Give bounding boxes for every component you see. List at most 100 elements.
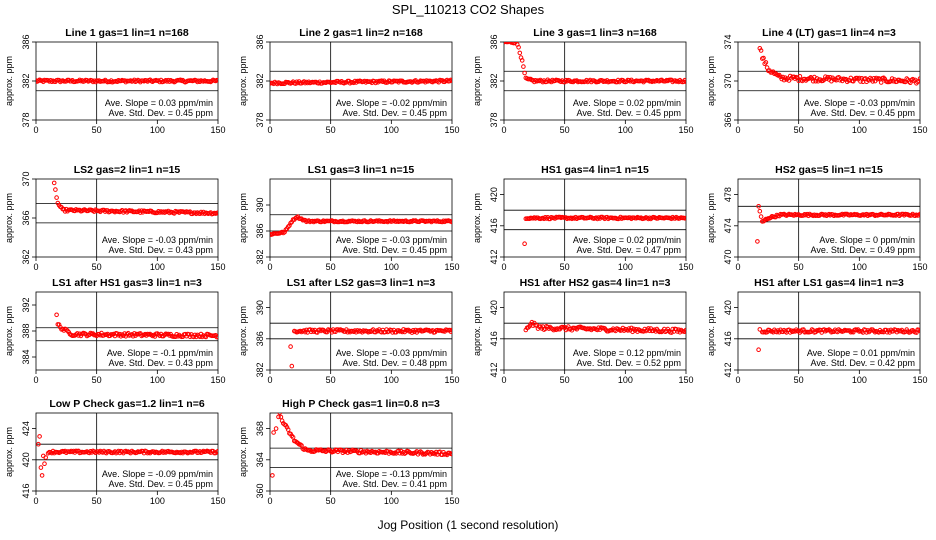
y-tick-label: 370 — [723, 73, 733, 88]
y-tick-label: 362 — [21, 249, 31, 264]
data-point — [755, 239, 760, 244]
panel-title: HS1 gas=4 lin=1 n=15 — [541, 164, 649, 176]
plot-frame — [269, 178, 453, 258]
stddev-annotation: Ave. Std. Dev. = 0.45 ppm — [109, 479, 213, 489]
data-point — [449, 327, 452, 333]
data-point — [283, 227, 289, 233]
x-tick-label: 100 — [150, 496, 165, 506]
x-tick-label: 100 — [852, 125, 867, 135]
x-tick-label: 0 — [501, 262, 506, 272]
data-point — [315, 330, 320, 335]
data-point — [290, 434, 296, 440]
y-axis-label: approx. ppm — [238, 306, 248, 356]
y-tick-label: 384 — [21, 349, 31, 364]
x-tick-label: 100 — [384, 496, 399, 506]
panel-title: LS1 gas=3 lin=1 n=15 — [308, 164, 415, 176]
y-axis-label: approx. ppm — [238, 56, 248, 106]
x-tick-label: 150 — [210, 375, 225, 385]
data-points — [54, 312, 218, 340]
data-point — [161, 333, 166, 339]
x-tick-label: 150 — [444, 496, 459, 506]
data-point — [409, 330, 415, 335]
stddev-annotation: Ave. Std. Dev. = 0.45 ppm — [343, 108, 447, 118]
y-tick-label: 416 — [489, 331, 499, 346]
x-tick-label: 0 — [33, 496, 38, 506]
panel-6: LS1 gas=3 lin=1 n=15 0 50 100 150 382 386 390 ap… — [238, 164, 460, 272]
data-point — [532, 320, 537, 326]
panel-title: Line 3 gas=1 lin=3 n=168 — [533, 27, 657, 39]
data-point — [762, 217, 768, 223]
y-axis-label: approx. ppm — [472, 306, 482, 356]
x-tick-label: 0 — [735, 125, 740, 135]
stddev-annotation: Ave. Std. Dev. = 0.45 ppm — [343, 245, 447, 255]
data-point — [863, 327, 868, 333]
panel-7: HS1 gas=4 lin=1 n=15 0 50 100 150 412 416 420 ap… — [472, 164, 694, 272]
data-point — [288, 344, 293, 349]
data-point — [186, 332, 192, 337]
y-tick-label: 368 — [255, 421, 265, 436]
x-tick-label: 150 — [444, 262, 459, 272]
slope-annotation: Ave. Slope = 0.01 ppm/min — [807, 348, 915, 358]
slope-annotation: Ave. Slope = 0 ppm/min — [819, 235, 915, 245]
data-point — [447, 78, 452, 84]
data-point — [916, 78, 920, 84]
y-axis-label: approx. ppm — [706, 193, 716, 243]
slope-annotation: Ave. Slope = 0.02 ppm/min — [573, 98, 681, 108]
y-tick-label: 386 — [489, 34, 499, 49]
data-point — [43, 455, 49, 460]
data-point — [38, 465, 44, 470]
x-tick-label: 100 — [150, 125, 165, 135]
y-tick-label: 382 — [255, 362, 265, 377]
y-axis-label: approx. ppm — [238, 193, 248, 243]
data-point — [215, 78, 218, 83]
data-point — [54, 195, 59, 200]
data-points — [288, 327, 452, 369]
x-tick-label: 100 — [618, 125, 633, 135]
panel-title: HS1 after LS1 gas=4 lin=1 n=3 — [754, 277, 904, 289]
data-points — [270, 214, 452, 237]
x-tick-label: 50 — [92, 496, 102, 506]
y-tick-label: 388 — [21, 323, 31, 338]
y-tick-label: 382 — [255, 73, 265, 88]
x-tick-label: 150 — [912, 375, 927, 385]
x-tick-label: 50 — [794, 262, 804, 272]
plot-frame — [737, 178, 921, 258]
slope-annotation: Ave. Slope = -0.03 ppm/min — [336, 235, 447, 245]
panel-title: LS1 after HS1 gas=3 lin=1 n=3 — [52, 277, 202, 289]
data-point — [449, 219, 452, 225]
y-tick-label: 366 — [723, 112, 733, 127]
data-point — [917, 328, 920, 334]
data-point — [270, 473, 275, 478]
data-points — [270, 77, 452, 87]
data-point — [682, 329, 686, 334]
y-tick-label: 360 — [255, 483, 265, 498]
y-tick-label: 478 — [723, 187, 733, 202]
data-point — [285, 427, 291, 432]
data-point — [827, 75, 833, 80]
slope-annotation: Ave. Slope = -0.03 ppm/min — [102, 235, 213, 245]
slope-annotation: Ave. Slope = -0.03 ppm/min — [336, 348, 447, 358]
data-point — [757, 208, 763, 214]
x-tick-label: 50 — [794, 125, 804, 135]
data-point — [53, 187, 58, 192]
y-tick-label: 370 — [21, 171, 31, 186]
data-point — [683, 327, 686, 333]
data-point — [882, 76, 888, 82]
panel-9: LS1 after HS1 gas=3 lin=1 n=3 0 50 100 150 38… — [4, 277, 226, 385]
x-tick-label: 150 — [678, 125, 693, 135]
data-points — [756, 327, 920, 353]
y-tick-label: 378 — [255, 112, 265, 127]
data-point — [77, 77, 82, 83]
data-point — [878, 80, 884, 85]
stddev-annotation: Ave. Std. Dev. = 0.45 ppm — [811, 108, 915, 118]
panel-title: Low P Check gas=1.2 lin=1 n=6 — [49, 398, 204, 410]
data-point — [51, 180, 57, 186]
data-point — [36, 441, 41, 447]
y-tick-label: 424 — [21, 421, 31, 436]
y-tick-label: 374 — [723, 34, 733, 49]
slope-annotation: Ave. Slope = -0.03 ppm/min — [804, 98, 915, 108]
slope-annotation: Ave. Slope = 0.12 ppm/min — [573, 348, 681, 358]
panel-title: High P Check gas=1 lin=0.8 n=3 — [282, 398, 440, 410]
y-tick-label: 386 — [21, 34, 31, 49]
